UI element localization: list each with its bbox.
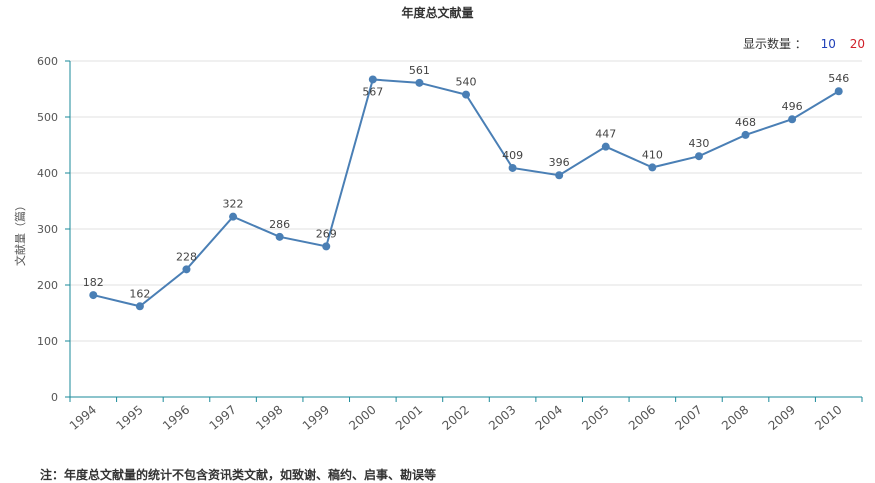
x-tick-label: 2004 [533,403,565,433]
data-label: 546 [828,72,849,85]
data-point [415,78,424,87]
data-point [741,130,750,139]
data-point [182,265,191,274]
count-option-10[interactable]: 10 [820,37,836,51]
y-tick-label: 100 [37,335,58,348]
y-tick-label: 0 [51,391,58,404]
data-point [694,152,703,161]
y-tick-label: 400 [37,167,58,180]
x-tick-label: 2010 [812,403,844,433]
data-label: 430 [688,137,709,150]
data-point [508,163,517,172]
chart-title: 年度总文献量 [401,6,474,20]
data-label: 182 [83,276,104,289]
footnote: 注：年度总文献量的统计不包含资讯类文献，如致谢、稿约、启事、勘误等 [40,468,437,482]
data-point [648,163,657,172]
x-tick-label: 1999 [300,403,332,433]
data-label: 409 [502,149,523,162]
x-tick-label: 2007 [672,403,704,433]
data-label: 561 [409,64,430,77]
x-tick-label: 2002 [440,403,472,433]
y-tick-label: 200 [37,279,58,292]
x-tick-label: 2008 [719,403,751,433]
data-label: 447 [595,128,616,141]
data-label: 540 [456,76,477,89]
data-point [275,232,284,241]
x-tick-label: 1997 [207,403,239,433]
data-label: 396 [549,156,570,169]
x-tick-label: 2001 [393,403,425,433]
data-point [601,142,610,151]
data-label: 228 [176,250,197,263]
data-label: 322 [223,198,244,211]
display-count-selector: 显示数量 ： 10 20 [743,35,865,52]
x-tick-label: 1998 [253,403,285,433]
data-point [322,242,331,251]
series-line [93,78,840,308]
y-tick-label: 300 [37,223,58,236]
data-point [89,291,98,300]
data-point [229,212,238,221]
y-tick-label: 600 [37,55,58,68]
data-label: 496 [782,100,803,113]
data-label: 410 [642,148,663,161]
y-tick-label: 500 [37,111,58,124]
x-tick-label: 1995 [113,403,145,433]
data-label: 286 [269,218,290,231]
line-chart: 0 100 200 300 400 500 600 1994 1995 1996 1997 1998 1… [37,55,863,433]
x-tick-label: 2003 [486,403,518,433]
x-tick-label: 2000 [346,403,378,433]
data-point [555,171,564,180]
count-option-20[interactable]: 20 [849,37,865,51]
data-point [368,75,377,84]
data-point [788,115,797,124]
data-point [834,87,843,96]
x-tick-label: 2005 [579,403,611,433]
x-tick-label: 2006 [626,403,658,433]
x-tick-label: 1996 [160,403,192,433]
data-point [135,302,144,311]
data-label: 162 [129,287,150,300]
data-label: 468 [735,116,756,129]
data-label: 567 [362,85,383,98]
display-count-label: 显示数量 ： [742,37,807,51]
data-label: 269 [316,227,337,240]
x-tick-label: 1994 [67,403,99,433]
x-tick-label: 2009 [766,403,798,433]
data-point [462,90,470,99]
